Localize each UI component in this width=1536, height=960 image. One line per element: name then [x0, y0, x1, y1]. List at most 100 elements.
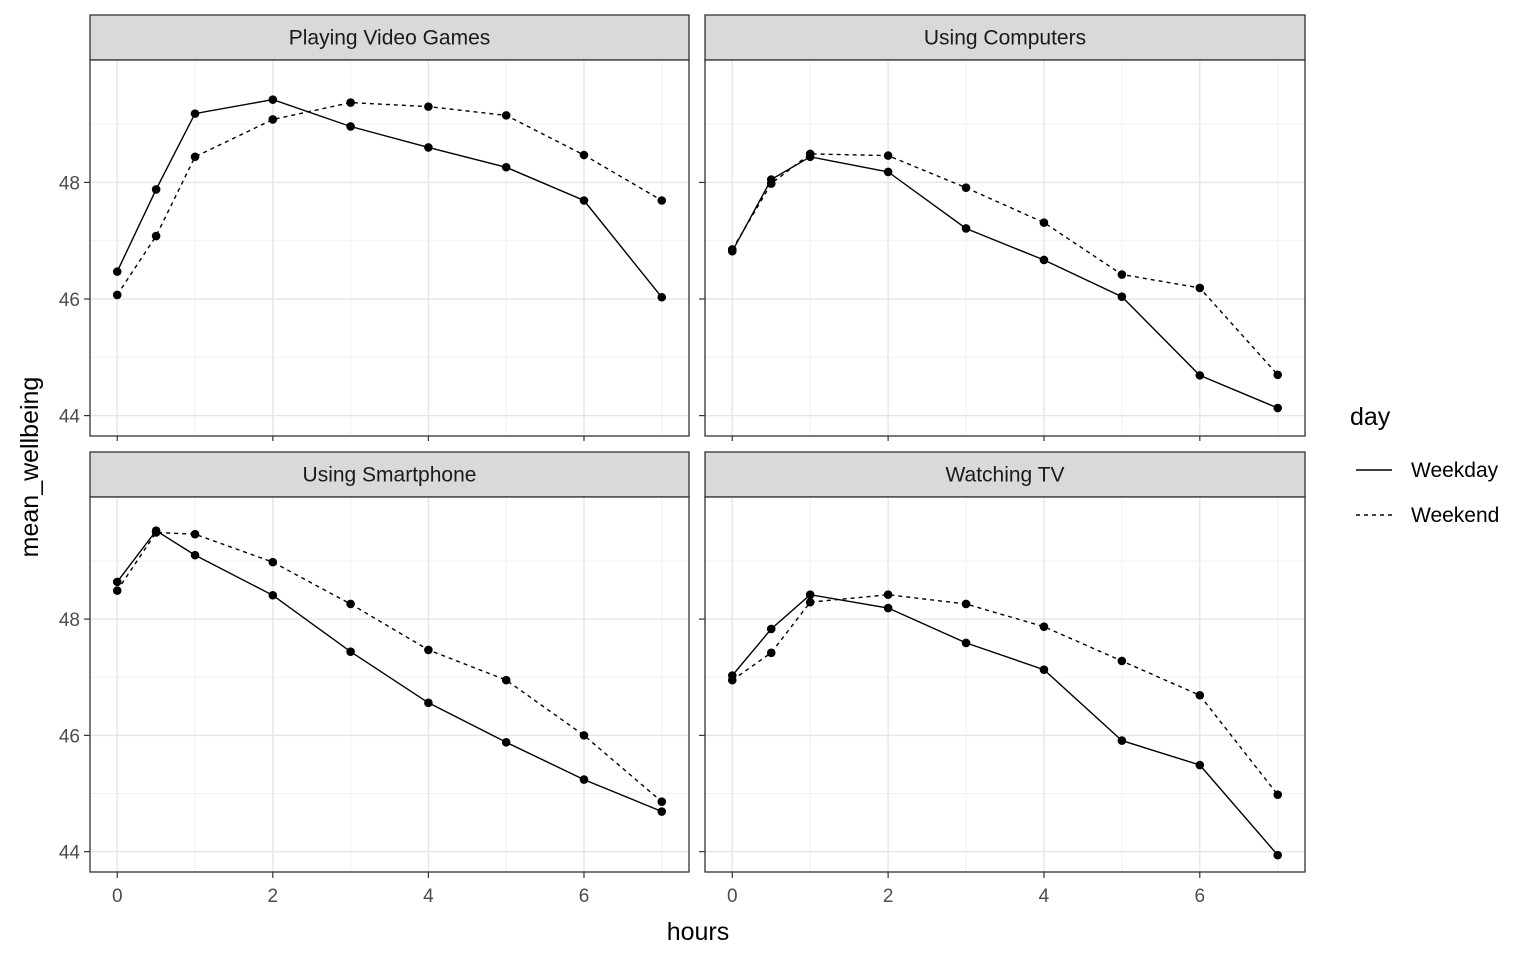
x-tick-label: 6 — [1195, 886, 1206, 907]
data-point-weekday — [766, 624, 776, 634]
y-tick-label: 48 — [59, 173, 80, 194]
data-point-weekday — [1195, 371, 1205, 380]
legend: day Weekday Weekend — [1350, 403, 1499, 527]
panel-strip — [89, 451, 690, 498]
panel-strip — [89, 14, 690, 61]
panel-border — [89, 59, 690, 437]
series-line-weekend — [116, 531, 663, 803]
panel-playing-video-games: Playing Video Games 44 46 48 — [59, 14, 690, 441]
x-tick-label: 0 — [112, 886, 123, 907]
data-point-weekend — [657, 196, 667, 205]
data-point-weekend — [766, 179, 776, 188]
data-point-weekend — [501, 675, 511, 685]
data-point-weekend — [1039, 622, 1049, 631]
data-point-weekend — [424, 645, 433, 655]
data-point-weekend — [190, 529, 200, 539]
data-point-weekday — [346, 122, 355, 131]
data-point-weekend — [1117, 656, 1127, 666]
data-point-weekday — [1117, 292, 1127, 301]
data-point-weekend — [112, 586, 122, 595]
data-point-weekend — [1039, 218, 1049, 227]
data-point-weekday — [961, 638, 971, 648]
data-point-weekend — [346, 599, 355, 609]
x-tick-label: 2 — [883, 886, 894, 907]
panel-border — [704, 59, 1306, 437]
data-point-weekend — [727, 675, 737, 685]
data-point-weekend — [883, 151, 893, 160]
data-point-weekend — [961, 183, 971, 192]
data-point-weekday — [579, 196, 589, 205]
data-point-weekday — [1273, 403, 1283, 413]
panel-using-computers: Using Computers — [699, 14, 1306, 441]
data-point-weekday — [190, 550, 200, 560]
data-point-weekend — [766, 648, 776, 658]
plot-background — [705, 497, 1305, 872]
y-axis-title: mean_wellbeing — [16, 377, 44, 558]
x-tick-label: 6 — [579, 886, 590, 907]
x-tick-label: 2 — [268, 886, 279, 907]
legend-title: day — [1350, 403, 1391, 431]
data-point-weekday — [1195, 760, 1205, 770]
panel-title: Using Computers — [924, 27, 1086, 50]
data-point-weekday — [657, 292, 667, 302]
legend-label-weekend: Weekend — [1411, 504, 1499, 527]
data-point-weekday — [1039, 665, 1049, 674]
data-point-weekend — [112, 290, 122, 300]
y-tick-label: 46 — [59, 726, 80, 747]
series-line-weekend — [731, 593, 1279, 796]
data-point-weekday — [805, 590, 815, 599]
panel-title: Using Smartphone — [303, 464, 477, 487]
y-tick-label: 48 — [59, 610, 80, 631]
data-point-weekday — [424, 698, 433, 708]
panel-strip — [704, 14, 1306, 61]
panel-title: Watching TV — [945, 464, 1064, 487]
data-point-weekday — [961, 224, 971, 233]
plot-background — [90, 497, 689, 872]
x-tick-label: 4 — [423, 886, 434, 907]
panel-watching-tv: Watching TV 0 2 4 6 — [699, 451, 1306, 907]
data-point-weekday — [1039, 255, 1049, 265]
data-point-weekend — [1195, 283, 1205, 293]
series-line-weekend — [116, 101, 663, 296]
data-point-weekend — [961, 599, 971, 609]
data-point-weekend — [346, 98, 355, 107]
y-tick-label: 46 — [59, 290, 80, 311]
x-axis-title: hours — [667, 918, 730, 946]
data-point-weekend — [1117, 270, 1127, 279]
data-point-weekday — [112, 267, 122, 276]
data-point-weekend — [151, 528, 161, 537]
data-point-weekday — [112, 577, 122, 587]
data-point-weekend — [1195, 690, 1205, 700]
legend-label-weekday: Weekday — [1411, 459, 1499, 482]
data-point-weekday — [1117, 736, 1127, 745]
data-point-weekend — [805, 597, 815, 607]
data-point-weekend — [805, 149, 815, 159]
data-point-weekend — [579, 731, 589, 740]
data-point-weekend — [501, 111, 511, 120]
data-point-weekend — [1273, 370, 1283, 380]
data-point-weekend — [657, 797, 667, 806]
data-point-weekday — [657, 807, 667, 816]
data-point-weekend — [190, 152, 200, 162]
data-point-weekday — [424, 143, 433, 152]
data-point-weekend — [268, 115, 278, 124]
y-tick-label: 44 — [59, 843, 81, 864]
plot-background — [90, 60, 689, 436]
data-point-weekday — [1273, 850, 1283, 860]
panel-border — [704, 496, 1306, 873]
panel-border — [89, 496, 690, 873]
data-point-weekday — [268, 590, 278, 600]
data-point-weekend — [883, 590, 893, 599]
data-point-weekday — [151, 185, 161, 194]
data-point-weekend — [151, 231, 161, 241]
data-point-weekday — [190, 109, 200, 118]
data-point-weekday — [501, 738, 511, 747]
panel-title: Playing Video Games — [289, 27, 491, 50]
x-tick-label: 4 — [1039, 886, 1050, 907]
data-point-weekday — [346, 647, 355, 656]
data-point-weekend — [727, 245, 737, 254]
y-tick-label: 44 — [59, 407, 81, 428]
